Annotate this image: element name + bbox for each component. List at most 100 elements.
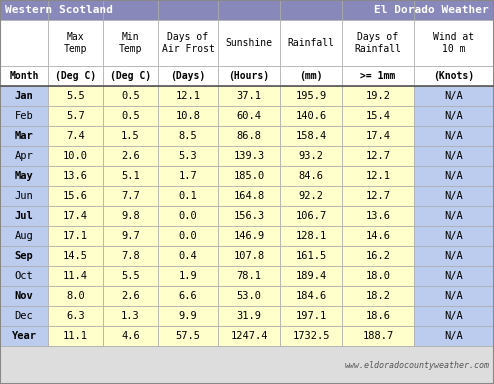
Text: 12.1: 12.1: [175, 91, 201, 101]
Bar: [48, 146, 103, 166]
Bar: [0, 206, 48, 226]
Text: 0.5: 0.5: [121, 111, 140, 121]
Bar: [342, 0, 414, 20]
Bar: [103, 146, 158, 166]
Text: 0.0: 0.0: [179, 211, 198, 221]
Bar: [103, 126, 158, 146]
Text: Days of
Air Frost: Days of Air Frost: [162, 32, 214, 54]
Text: 11.4: 11.4: [63, 271, 88, 281]
Text: N/A: N/A: [445, 331, 463, 341]
Bar: [414, 146, 494, 166]
Bar: [280, 126, 342, 146]
Bar: [342, 326, 414, 346]
Text: 78.1: 78.1: [237, 271, 261, 281]
Bar: [0, 86, 48, 106]
Bar: [280, 186, 342, 206]
Text: 4.6: 4.6: [121, 331, 140, 341]
Bar: [158, 226, 218, 246]
Bar: [414, 86, 494, 106]
Text: www.eldoradocountyweather.com: www.eldoradocountyweather.com: [345, 361, 490, 369]
Bar: [0, 326, 48, 346]
Text: 84.6: 84.6: [298, 171, 324, 181]
Bar: [342, 266, 414, 286]
Text: Jul: Jul: [15, 211, 34, 221]
Text: May: May: [15, 171, 34, 181]
Bar: [48, 86, 103, 106]
Text: 13.6: 13.6: [63, 171, 88, 181]
Text: 1247.4: 1247.4: [230, 331, 268, 341]
Text: 17.4: 17.4: [366, 131, 390, 141]
Bar: [414, 266, 494, 286]
Text: 189.4: 189.4: [295, 271, 327, 281]
Text: 13.6: 13.6: [366, 211, 390, 221]
Bar: [218, 166, 280, 186]
Text: 37.1: 37.1: [237, 91, 261, 101]
Bar: [280, 66, 342, 86]
Bar: [48, 186, 103, 206]
Text: 60.4: 60.4: [237, 111, 261, 121]
Bar: [48, 20, 103, 66]
Text: 18.6: 18.6: [366, 311, 390, 321]
Bar: [280, 146, 342, 166]
Text: 5.7: 5.7: [66, 111, 85, 121]
Bar: [0, 246, 48, 266]
Text: N/A: N/A: [445, 91, 463, 101]
Bar: [158, 66, 218, 86]
Bar: [280, 286, 342, 306]
Bar: [0, 126, 48, 146]
Text: 7.7: 7.7: [121, 191, 140, 201]
Text: Feb: Feb: [15, 111, 34, 121]
Text: 9.7: 9.7: [121, 231, 140, 241]
Text: N/A: N/A: [445, 291, 463, 301]
Text: (Days): (Days): [170, 71, 206, 81]
Text: 18.2: 18.2: [366, 291, 390, 301]
Text: Aug: Aug: [15, 231, 34, 241]
Text: 139.3: 139.3: [233, 151, 265, 161]
Text: 1732.5: 1732.5: [292, 331, 330, 341]
Text: Sunshine: Sunshine: [225, 38, 273, 48]
Bar: [103, 226, 158, 246]
Text: 107.8: 107.8: [233, 251, 265, 261]
Bar: [158, 126, 218, 146]
Text: 2.6: 2.6: [121, 291, 140, 301]
Bar: [48, 66, 103, 86]
Bar: [0, 0, 48, 20]
Text: Apr: Apr: [15, 151, 34, 161]
Text: 10.8: 10.8: [175, 111, 201, 121]
Text: N/A: N/A: [445, 271, 463, 281]
Bar: [103, 0, 158, 20]
Text: 16.2: 16.2: [366, 251, 390, 261]
Bar: [103, 106, 158, 126]
Text: 188.7: 188.7: [363, 331, 394, 341]
Text: 5.5: 5.5: [121, 271, 140, 281]
Text: 93.2: 93.2: [298, 151, 324, 161]
Bar: [218, 86, 280, 106]
Text: 8.0: 8.0: [66, 291, 85, 301]
Bar: [414, 226, 494, 246]
Text: Western Scotland: Western Scotland: [5, 5, 113, 15]
Bar: [0, 286, 48, 306]
Text: 1.3: 1.3: [121, 311, 140, 321]
Text: 86.8: 86.8: [237, 131, 261, 141]
Text: 9.9: 9.9: [179, 311, 198, 321]
Text: (Knots): (Knots): [433, 71, 475, 81]
Bar: [48, 106, 103, 126]
Bar: [342, 186, 414, 206]
Text: N/A: N/A: [445, 131, 463, 141]
Bar: [158, 20, 218, 66]
Text: 185.0: 185.0: [233, 171, 265, 181]
Bar: [414, 306, 494, 326]
Text: 5.3: 5.3: [179, 151, 198, 161]
Text: Min
Temp: Min Temp: [119, 32, 142, 54]
Bar: [48, 286, 103, 306]
Bar: [218, 106, 280, 126]
Bar: [158, 186, 218, 206]
Bar: [414, 166, 494, 186]
Bar: [103, 286, 158, 306]
Bar: [218, 286, 280, 306]
Text: N/A: N/A: [445, 211, 463, 221]
Text: 5.5: 5.5: [66, 91, 85, 101]
Text: Nov: Nov: [15, 291, 34, 301]
Text: Year: Year: [11, 331, 37, 341]
Text: (Deg C): (Deg C): [55, 71, 96, 81]
